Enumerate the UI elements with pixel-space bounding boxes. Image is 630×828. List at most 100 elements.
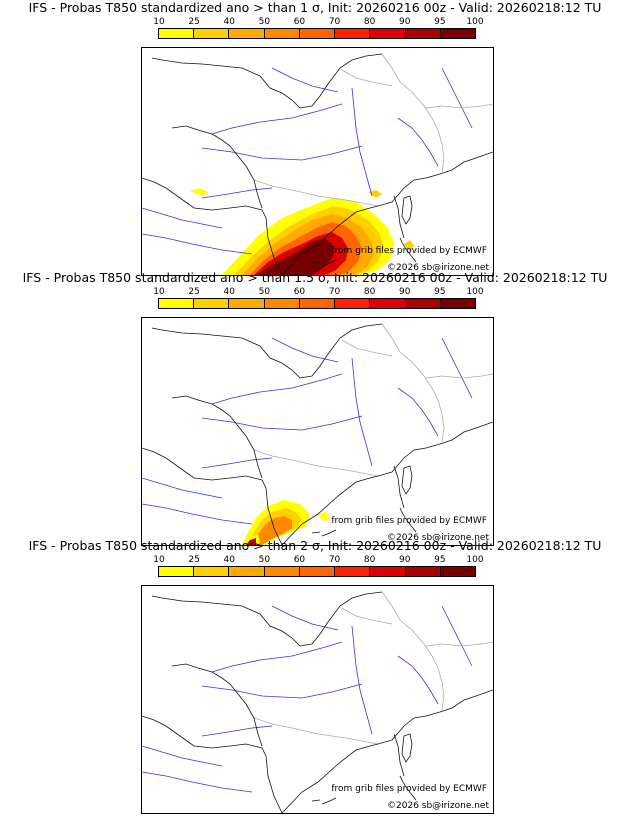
river-line bbox=[201, 457, 273, 469]
river-line bbox=[142, 477, 223, 499]
colorbar-tick-label: 100 bbox=[466, 555, 484, 565]
river-line bbox=[351, 625, 373, 735]
colorbar-tick-label: 10 bbox=[153, 555, 165, 565]
coastline bbox=[151, 323, 383, 379]
map-panel-3: IFS - Probas T850 standardized ano > tha… bbox=[0, 538, 630, 814]
colorbar-ticks: 10 25 40 50 60 70 80 90 95 100 bbox=[153, 17, 483, 27]
river-line bbox=[397, 655, 439, 705]
map-canvas bbox=[142, 591, 493, 813]
source-credit: from grib files provided by ECMWF bbox=[331, 516, 487, 526]
river-line bbox=[441, 605, 473, 667]
colorbar-tick-label: 60 bbox=[293, 287, 306, 297]
river-line bbox=[201, 145, 363, 161]
river-line bbox=[142, 503, 253, 525]
coastline bbox=[311, 799, 321, 802]
probability-area bbox=[404, 240, 414, 252]
river-line bbox=[351, 87, 373, 197]
colorbar-segment bbox=[194, 567, 230, 576]
colorbar-tick-label: 80 bbox=[363, 555, 376, 565]
colorbar-segment bbox=[229, 299, 265, 308]
river-line bbox=[351, 357, 373, 467]
coastline bbox=[399, 507, 417, 533]
colorbar-segment bbox=[405, 299, 441, 308]
corsica-outline bbox=[401, 195, 413, 225]
colorbar-tick-label: 95 bbox=[434, 17, 446, 27]
colorbar-segment bbox=[159, 567, 195, 576]
coastline bbox=[399, 237, 417, 263]
colorbar bbox=[158, 566, 476, 577]
colorbar-segment bbox=[299, 29, 336, 38]
colorbar-segment bbox=[299, 567, 336, 576]
probability-map: from grib files provided by ECMWF ©2026 … bbox=[141, 47, 494, 276]
colorbar-segment bbox=[335, 299, 371, 308]
river-line bbox=[441, 67, 473, 129]
coastline bbox=[281, 205, 379, 275]
coastline bbox=[399, 775, 417, 801]
colorbar-segment bbox=[229, 567, 265, 576]
border-line bbox=[425, 373, 493, 379]
coastline bbox=[393, 733, 405, 777]
map-canvas bbox=[142, 323, 493, 545]
source-credit: from grib files provided by ECMWF bbox=[331, 246, 487, 256]
probability-area bbox=[246, 538, 256, 545]
colorbar-segment bbox=[194, 299, 230, 308]
colorbar-tick-label: 100 bbox=[466, 287, 484, 297]
copyright-credit: ©2026 sb@irizone.net bbox=[387, 533, 489, 543]
border-line bbox=[425, 103, 493, 109]
panel-title: IFS - Probas T850 standardized ano > tha… bbox=[28, 538, 602, 553]
colorbar-tick-label: 10 bbox=[153, 287, 165, 297]
colorbar bbox=[158, 28, 476, 39]
river-line bbox=[201, 187, 273, 199]
coastline bbox=[281, 475, 379, 545]
colorbar-tick-label: 50 bbox=[258, 17, 271, 27]
border-line bbox=[425, 641, 493, 647]
river-line bbox=[271, 337, 339, 363]
colorbar-tick-label: 80 bbox=[363, 287, 376, 297]
map-canvas bbox=[142, 53, 493, 275]
colorbar-tick-label: 60 bbox=[293, 17, 306, 27]
colorbar-ticks: 10 25 40 50 60 70 80 90 95 100 bbox=[153, 287, 483, 297]
probability-area bbox=[368, 190, 382, 198]
colorbar-tick-label: 50 bbox=[258, 287, 271, 297]
colorbar-tick-label: 25 bbox=[188, 555, 200, 565]
border-line bbox=[253, 179, 379, 207]
colorbar-tick-label: 25 bbox=[188, 17, 200, 27]
coastline bbox=[321, 797, 337, 805]
border-line bbox=[381, 323, 445, 443]
coastline bbox=[311, 261, 321, 264]
colorbar-segment bbox=[264, 29, 300, 38]
colorbar-tick-label: 95 bbox=[434, 287, 446, 297]
colorbar-tick-label: 100 bbox=[466, 17, 484, 27]
map-panel-2: IFS - Probas T850 standardized ano > tha… bbox=[0, 270, 630, 546]
border-line bbox=[341, 339, 393, 357]
coastline bbox=[377, 151, 493, 207]
colorbar-segment bbox=[405, 567, 441, 576]
border-line bbox=[253, 449, 379, 477]
coastline bbox=[151, 53, 383, 109]
river-line bbox=[201, 683, 363, 699]
border-line bbox=[381, 53, 445, 173]
river-line bbox=[397, 117, 439, 167]
river-line bbox=[211, 373, 343, 405]
coastline bbox=[311, 531, 321, 534]
river-line bbox=[201, 725, 273, 737]
copyright-credit: ©2026 sb@irizone.net bbox=[387, 801, 489, 811]
panel-title: IFS - Probas T850 standardized ano > tha… bbox=[28, 0, 602, 15]
colorbar-segment bbox=[194, 29, 230, 38]
coastline bbox=[142, 447, 283, 545]
border-line bbox=[381, 591, 445, 711]
river-line bbox=[142, 233, 253, 255]
colorbar-tick-label: 80 bbox=[363, 17, 376, 27]
colorbar-segment bbox=[335, 29, 371, 38]
probability-area bbox=[256, 238, 334, 275]
river-line bbox=[397, 387, 439, 437]
colorbar bbox=[158, 298, 476, 309]
colorbar-segment bbox=[370, 29, 406, 38]
colorbar-tick-label: 50 bbox=[258, 555, 271, 565]
colorbar-tick-label: 25 bbox=[188, 287, 200, 297]
border-line bbox=[341, 607, 393, 625]
colorbar-segment bbox=[440, 29, 475, 38]
probability-area bbox=[252, 516, 292, 545]
colorbar-segment bbox=[370, 567, 406, 576]
colorbar-tick-label: 90 bbox=[399, 287, 411, 297]
